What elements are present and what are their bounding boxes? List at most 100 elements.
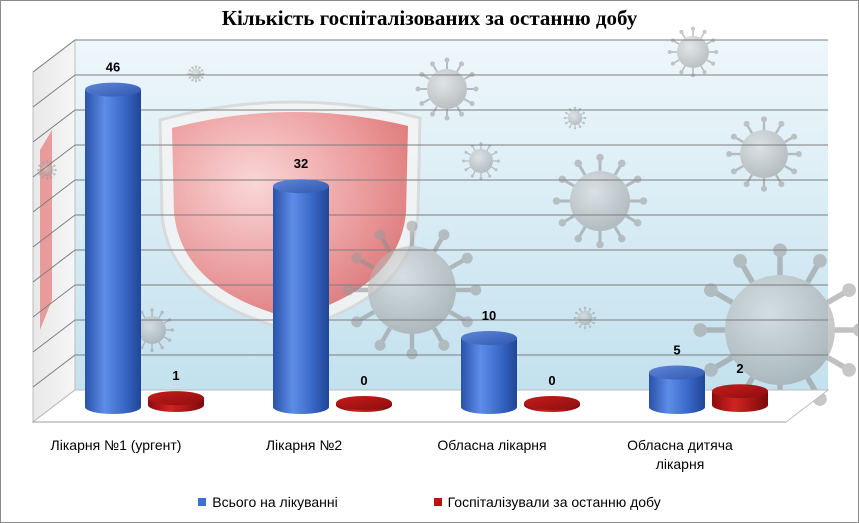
data-label: 0 xyxy=(548,373,555,388)
virus-spike-tip xyxy=(415,86,421,92)
virus-spike-tip xyxy=(374,339,386,351)
virus-spike-tip xyxy=(351,252,363,264)
virus-spike-tip xyxy=(565,121,568,125)
virus-spike-tip xyxy=(444,115,450,121)
virus-spike-tip xyxy=(479,176,483,180)
virus-body xyxy=(427,69,467,109)
virus-spike-tip xyxy=(778,120,785,127)
virus-spike-tip xyxy=(45,160,49,163)
legend: Всього на лікуванні Госпіталізували за о… xyxy=(0,494,859,510)
virus-icon xyxy=(187,65,205,83)
virus-body xyxy=(469,149,493,173)
virus-spike-tip xyxy=(201,76,204,79)
virus-spike-tip xyxy=(41,176,44,179)
virus-spike-tip xyxy=(791,133,798,140)
virus-spike-tip xyxy=(351,316,363,328)
virus-spike-tip xyxy=(842,283,856,297)
virus-icon xyxy=(415,57,479,121)
virus-spike-tip xyxy=(191,79,194,82)
virus-spike-tip xyxy=(704,283,718,297)
virus-spike-tip xyxy=(430,111,435,117)
virus-spike-tip xyxy=(488,174,492,178)
virus-spike-tip xyxy=(563,116,567,120)
category-label: Обласна дитяча xyxy=(627,437,733,453)
virus-spike-tip xyxy=(459,61,464,67)
gridlines xyxy=(32,39,828,423)
chart-title: Кількість госпіталізованих за останню до… xyxy=(221,6,638,30)
legend-swatch-total xyxy=(198,498,207,507)
gridline-side xyxy=(32,249,76,283)
category-labels: Лікарня №1 (ургент) Лікарня №2 Обласна лік… xyxy=(51,437,734,472)
bar-hospitalized-top xyxy=(336,396,392,410)
virus-spike-tip xyxy=(667,50,672,54)
data-label: 10 xyxy=(482,308,496,323)
virus-spike-tip xyxy=(150,348,154,353)
virus-body xyxy=(725,275,835,385)
virus-spike-tip xyxy=(461,316,473,328)
gridline-side xyxy=(32,109,76,143)
bar-total-top xyxy=(85,82,141,97)
virus-spike-tip xyxy=(679,70,684,75)
category-label: Лікарня №2 xyxy=(266,437,343,453)
virus-spike-tip xyxy=(693,323,708,337)
gridline-side xyxy=(32,74,76,108)
virus-spike-tip xyxy=(194,65,198,68)
virus-spike-tip xyxy=(53,173,56,176)
virus-spike-tip xyxy=(743,120,750,127)
virus-spike-tip xyxy=(438,339,450,351)
virus-spike-tip xyxy=(702,29,707,34)
gridline-side xyxy=(32,39,76,73)
virus-spike-tip xyxy=(150,307,154,312)
virus-body xyxy=(568,111,582,125)
virus-spike-tip xyxy=(726,151,733,157)
virus-body xyxy=(570,171,630,231)
virus-body xyxy=(138,316,166,344)
virus-spike-tip xyxy=(496,159,500,163)
bar-total xyxy=(85,89,141,414)
virus-spike-tip xyxy=(470,174,474,178)
virus-spike-tip xyxy=(582,111,585,115)
bar-total-top xyxy=(461,331,517,345)
virus-spike-tip xyxy=(743,181,750,188)
virus-spike-tip xyxy=(733,254,747,268)
virus-spike-tip xyxy=(568,125,572,128)
virus-spike-tip xyxy=(578,325,582,328)
virus-icon xyxy=(552,153,648,249)
virus-spike-tip xyxy=(573,126,577,130)
virus-spike-tip xyxy=(791,168,798,175)
virus-spike-tip xyxy=(406,220,418,232)
virus-spike-tip xyxy=(201,69,204,72)
virus-body xyxy=(41,164,53,176)
virus-spike-tip xyxy=(691,26,695,31)
virus-spike-tip xyxy=(842,363,856,377)
virus-spike-tip xyxy=(795,151,802,157)
virus-spike-tip xyxy=(160,345,164,350)
virus-spike-tip xyxy=(464,168,468,172)
virus-spike-tip xyxy=(198,79,201,82)
virus-spike-tip xyxy=(53,164,56,167)
virus-spike-tip xyxy=(374,229,386,241)
virus-body xyxy=(677,36,709,68)
virus-spike-tip xyxy=(578,308,582,311)
virus-spike-tip xyxy=(573,106,577,110)
virus-spike-tip xyxy=(558,219,567,227)
gridline-side xyxy=(32,319,76,353)
virus-spike-tip xyxy=(596,153,604,162)
virus-spike-tip xyxy=(552,197,561,205)
virus-spike-tip xyxy=(575,321,578,325)
virus-spike-tip xyxy=(565,111,568,115)
bar-total xyxy=(649,372,705,414)
bar-hospitalized-top xyxy=(148,391,204,406)
gridline-side xyxy=(32,354,76,388)
virus-spike-tip xyxy=(470,284,482,296)
virus-spike-tip xyxy=(633,175,642,183)
virus-spike-tip xyxy=(419,101,425,106)
legend-label-hospitalized: Госпіталізували за останню добу xyxy=(447,494,661,510)
virus-spike-tip xyxy=(430,61,435,67)
bar-total xyxy=(461,338,517,414)
virus-spike-tip xyxy=(730,168,737,175)
virus-spike-tip xyxy=(618,159,626,168)
virus-spike-tip xyxy=(473,86,479,92)
virus-spike-tip xyxy=(574,234,582,243)
virus-spike-tip xyxy=(462,159,466,163)
